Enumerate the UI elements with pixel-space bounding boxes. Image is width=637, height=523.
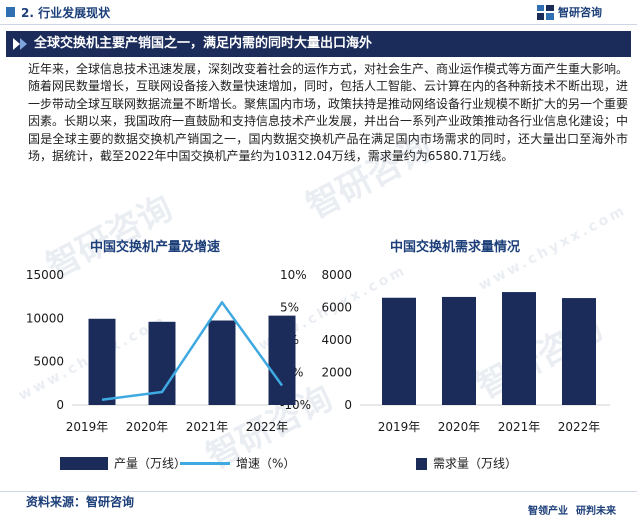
chart-title-demand: 中国交换机需求量情况 [390, 240, 521, 255]
bar-production [268, 315, 296, 405]
line-growth [101, 301, 284, 402]
x-tick-label: 2019年 [378, 420, 421, 434]
brand-logo-icon [537, 5, 554, 20]
chevron-right-icon [20, 38, 27, 50]
x-tick-label: 2019年 [66, 420, 109, 434]
y-tick-label-left: 2000 [321, 366, 352, 380]
x-tick-label: 2022年 [246, 420, 289, 434]
y-tick-label-left: 10000 [26, 311, 64, 325]
legend-swatch-bar [60, 457, 108, 470]
legend-demand: 需求量（万线） [416, 456, 517, 471]
slogan-part-2: 研判未来 [576, 506, 616, 517]
top-bar: 2. 行业发展现状 智研咨询 [0, 0, 637, 26]
x-tick-label: 2021年 [498, 420, 541, 434]
slogan-part-1: 智领产业 [528, 506, 568, 517]
legend-label-production: 产量（万线） [114, 456, 187, 471]
footer-divider [0, 491, 637, 492]
body-paragraph: 近年来，全球信息技术迅速发展，深刻改变着社会的运作方式，对社会生产、商业运作模式… [28, 62, 629, 164]
bar-demand [562, 298, 596, 405]
legend-growth: 增速（%） [180, 456, 295, 471]
chevron-right-icon [13, 38, 20, 50]
headline-banner: 全球交换机主要产销国之一，满足内需的同时大量出口海外 [6, 31, 631, 57]
bar-production [208, 320, 236, 405]
legend-swatch-line [180, 462, 230, 465]
legend-label-demand: 需求量（万线） [433, 456, 518, 471]
y-tick-label-right: 5% [280, 301, 299, 315]
x-tick-label: 2021年 [186, 420, 229, 434]
legend-swatch-bar [416, 457, 427, 470]
bar-demand [442, 296, 476, 405]
y-tick-label-left: 0 [56, 398, 64, 412]
y-tick-label-right: 10% [280, 268, 307, 282]
header-divider [0, 24, 637, 25]
x-tick-label: 2022年 [558, 420, 601, 434]
section-title: 2. 行业发展现状 [21, 6, 111, 20]
x-tick-label: 2020年 [126, 420, 169, 434]
data-source: 资料来源：智研咨询 [26, 495, 135, 509]
y-tick-label-left: 8000 [321, 268, 352, 282]
bar-demand [502, 292, 536, 405]
y-tick-label-left: 15000 [26, 268, 64, 282]
headline-title: 全球交换机主要产销国之一，满足内需的同时大量出口海外 [34, 36, 373, 51]
y-tick-label-left: 6000 [321, 301, 352, 315]
chart-title-production: 中国交换机产量及增速 [90, 240, 221, 255]
brand-name: 智研咨询 [558, 6, 602, 19]
bar-demand [382, 297, 416, 405]
y-tick-label-left: 4000 [321, 333, 352, 347]
legend-production: 产量（万线） [60, 456, 186, 471]
y-tick-label-left: 5000 [33, 355, 64, 369]
x-tick-label: 2020年 [438, 420, 481, 434]
y-tick-label-left: 0 [344, 398, 352, 412]
footer-slogan: 智领产业 研判未来 [528, 505, 616, 518]
section-marker-icon [6, 7, 15, 17]
legend-label-growth: 增速（%） [236, 456, 296, 471]
bar-production [88, 318, 116, 405]
